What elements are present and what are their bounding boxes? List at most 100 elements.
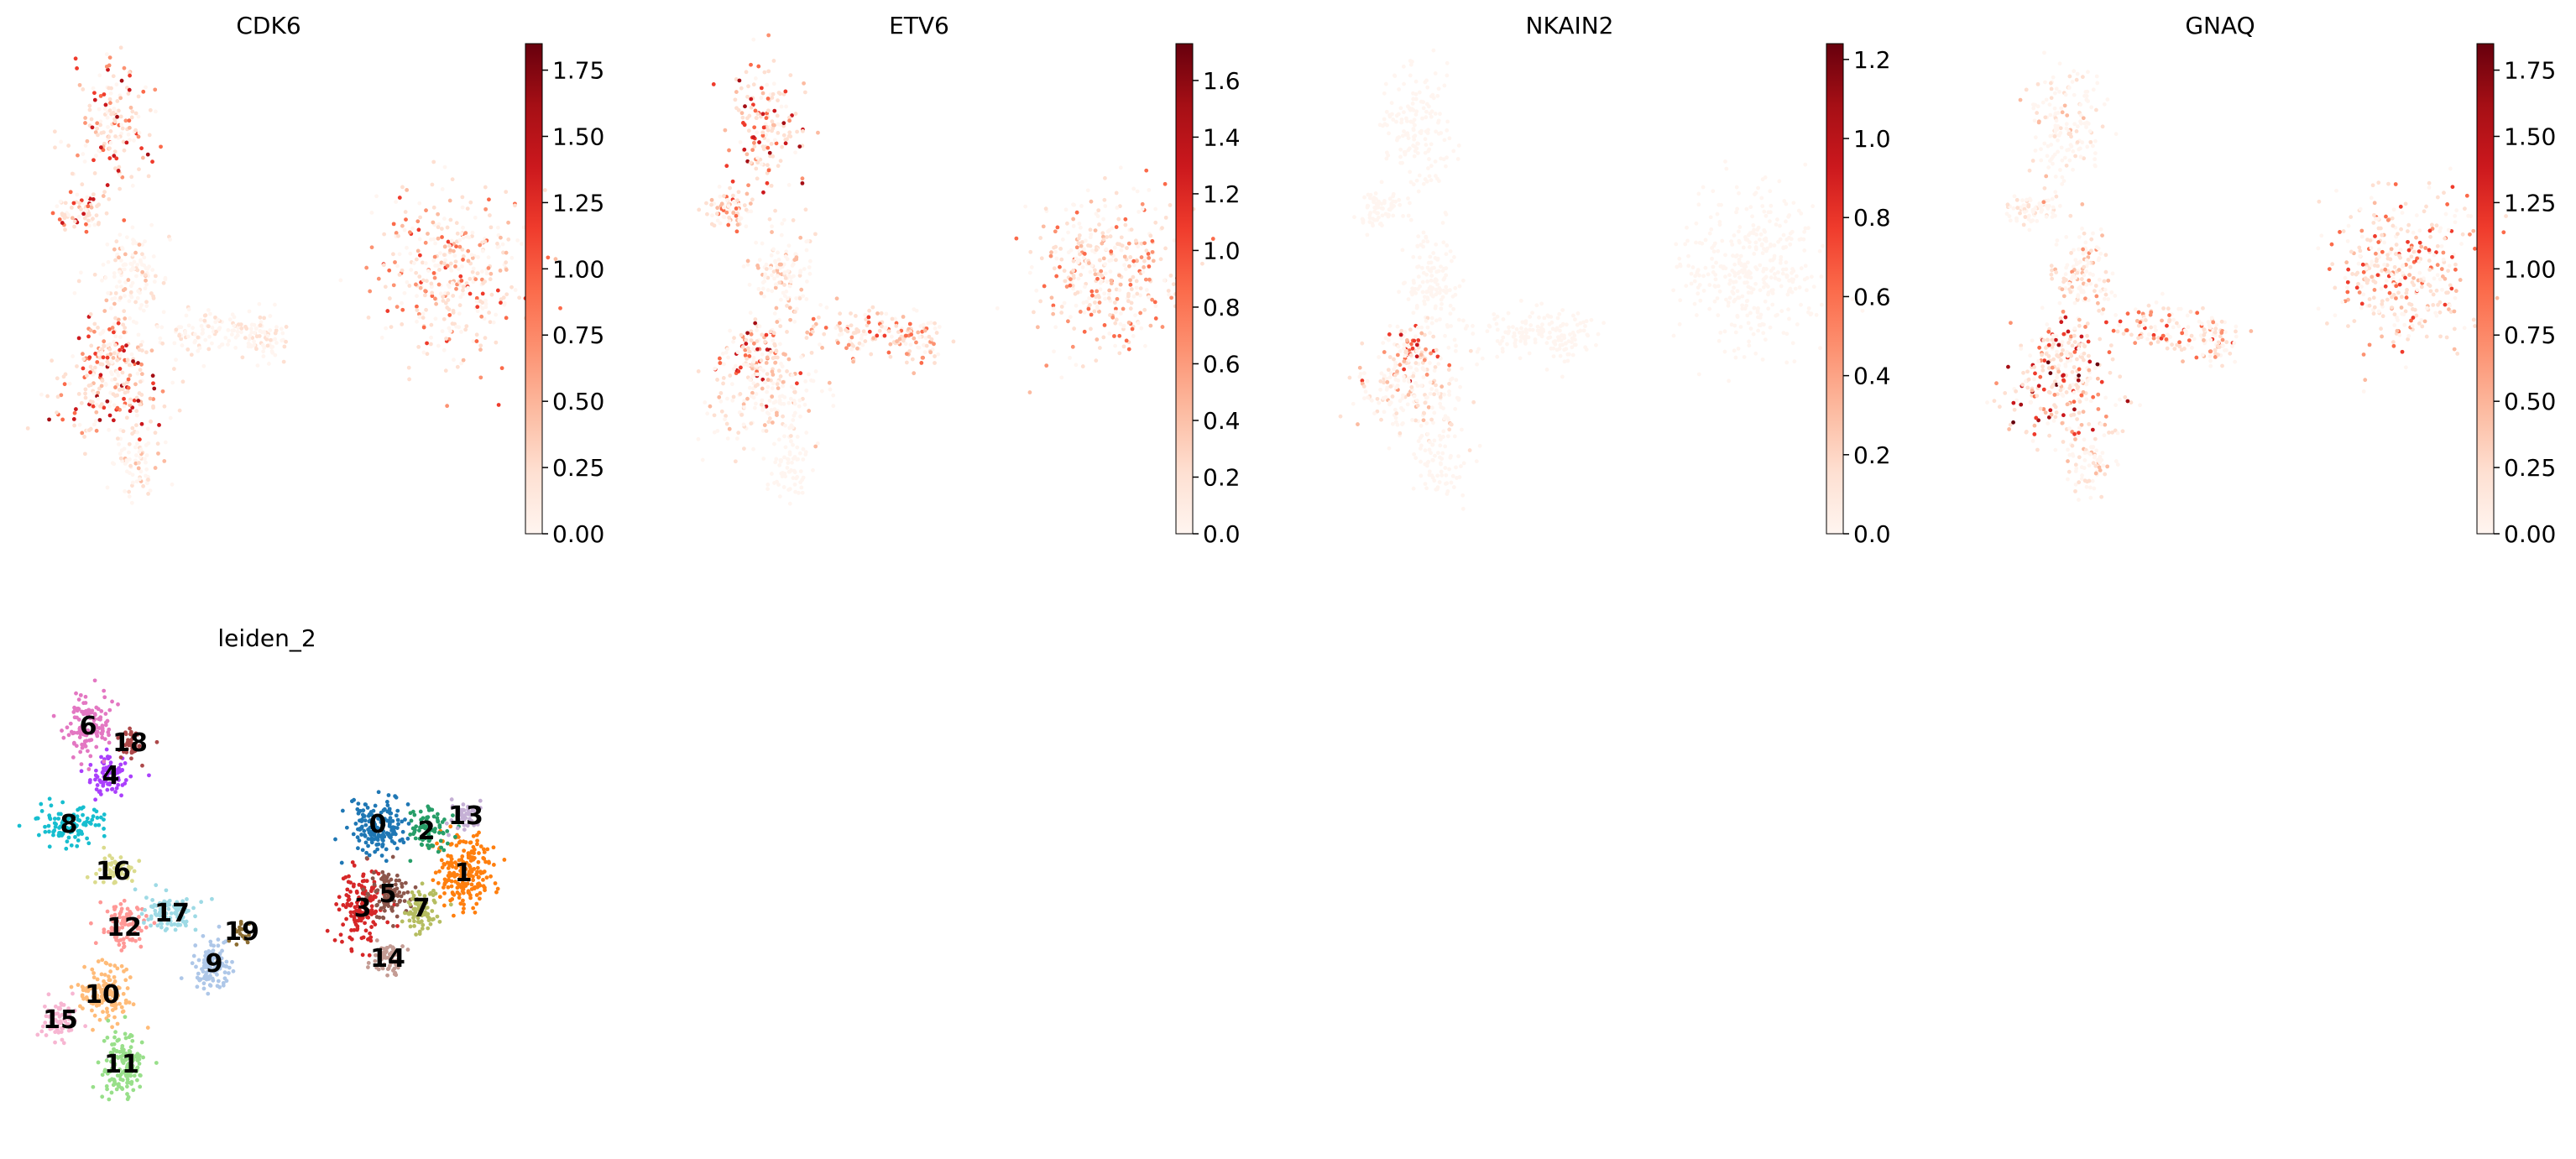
cell-point [1694,221,1699,226]
cell-point [1107,288,1112,293]
cell-point [1695,269,1700,274]
cell-point [2095,362,2100,367]
colorbar-tick-label: 0.50 [552,388,604,415]
cell-point [1438,112,1442,117]
cell-point [773,208,777,213]
cell-point [502,300,507,305]
cell-point [2048,133,2053,138]
cell-point [788,396,793,401]
cell-point [1108,313,1112,317]
cell-point [140,243,145,247]
cell-point [1051,311,1056,316]
cell-point [112,351,117,356]
cell-point [1414,303,1419,308]
cell-point [113,316,118,321]
cell-point [2103,395,2108,400]
cell-point [1394,411,1399,415]
cell-point [85,368,89,373]
cell-point [724,210,729,215]
cell-point [2028,198,2033,202]
cell-point [226,328,231,332]
cell-point [2188,310,2193,314]
cell-point [726,222,731,227]
cell-point [80,431,85,436]
cell-point [2249,329,2254,333]
cell-point [1131,334,1136,338]
cell-point [2064,351,2069,356]
cell-point [1142,241,1147,246]
cell-point [410,226,415,231]
cell-point [394,305,400,310]
cell-point [449,238,454,243]
cell-point [718,221,723,226]
cell-point [1103,296,1107,301]
cell-point [1446,368,1451,372]
cell-point [184,313,189,318]
cell-point [196,348,201,353]
cell-point [787,130,792,135]
cell-point [750,197,755,202]
cell-point [811,467,815,472]
cell-point [738,392,743,396]
cell-point [1076,276,1081,281]
cell-point [746,363,751,368]
cell-point [442,244,447,249]
cell-point [53,145,57,150]
cell-point [2469,214,2474,218]
cell-point [753,317,758,321]
cell-point [426,232,430,236]
cell-point [752,125,757,130]
cell-point [1408,119,1413,124]
cell-point [257,301,262,306]
cell-point [1393,74,1398,78]
cell-point [809,350,814,355]
cell-point [745,191,750,196]
cell-point [1115,206,1120,210]
cell-point [1421,239,1426,244]
cell-point [2079,393,2084,398]
cell-point [2025,197,2029,202]
cell-point [1428,440,1432,445]
cell-point [1434,129,1439,134]
cell-point [765,389,770,394]
cell-point [2319,233,2324,238]
cell-point [486,255,491,260]
cell-point [775,265,780,269]
cell-point [2093,138,2098,144]
cell-point [1429,351,1433,356]
cell-point [1434,487,1439,492]
cell-point [67,381,72,386]
cell-point [2078,113,2083,117]
cell-point [771,331,776,336]
cell-point [500,242,505,247]
cell-point [1471,399,1476,405]
cell-point [2396,318,2400,322]
cell-point [1382,117,1387,122]
cell-point [1414,109,1419,114]
cell-point [415,294,419,299]
cell-point [1123,217,1128,222]
cell-point [1416,189,1421,194]
cell-point [397,272,402,277]
cell-point [117,255,121,260]
cell-point [2103,422,2108,427]
cell-point [749,105,754,110]
cell-point [478,343,483,348]
cell-point [767,124,772,129]
cell-point [97,221,102,225]
cell-point [2446,227,2451,232]
cell-point [1097,300,1102,305]
cell-point [39,392,44,397]
cell-point [2076,295,2081,299]
cell-point [1134,279,1139,284]
cell-point [227,338,232,343]
cell-point [788,317,792,322]
cell-point [800,176,805,181]
cell-point [177,333,182,338]
cell-point [851,344,856,348]
cell-point [474,332,479,337]
cell-point [1442,416,1447,421]
cell-point [491,320,496,325]
cell-point [1038,299,1043,304]
cell-point [2072,92,2077,97]
